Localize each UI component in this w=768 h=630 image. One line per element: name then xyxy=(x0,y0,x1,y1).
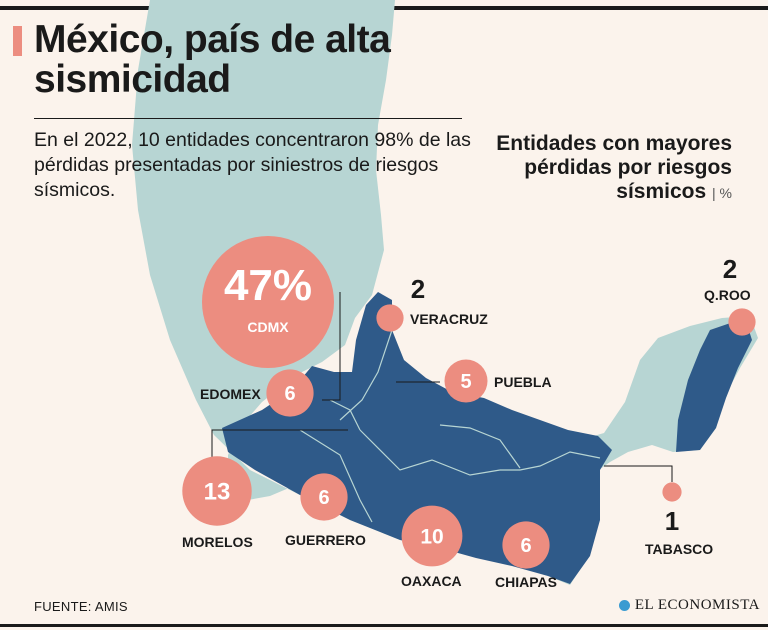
bubble-oaxaca xyxy=(401,505,463,567)
chart-title: Entidades con mayores pérdidas por riesg… xyxy=(472,132,732,205)
bottom-rule xyxy=(0,624,768,627)
bubble-veracruz xyxy=(376,304,404,332)
entity-label-morelos: MORELOS xyxy=(182,534,253,550)
entity-label-veracruz: VERACRUZ xyxy=(410,311,488,327)
bubble-tabasco xyxy=(662,482,682,502)
value-label-veracruz: 2 xyxy=(411,274,425,304)
value-label-qroo: 2 xyxy=(723,254,737,284)
brand-name: EL ECONOMISTA xyxy=(634,597,760,613)
subtitle: En el 2022, 10 entidades concentraron 98… xyxy=(34,129,471,201)
entity-label-guerrero: GUERRERO xyxy=(285,532,366,548)
entity-label-edomex: EDOMEX xyxy=(200,386,261,402)
bubble-edomex xyxy=(266,369,314,417)
entity-label-tabasco: TABASCO xyxy=(645,541,713,557)
state-borders xyxy=(299,329,601,523)
value-label-puebla: 5 xyxy=(460,371,471,393)
unit-label: | % xyxy=(712,185,732,201)
value-label-edomex: 6 xyxy=(284,383,295,405)
entity-label-chiapas: CHIAPAS xyxy=(495,574,557,590)
source-note: FUENTE: AMIS xyxy=(34,599,128,614)
brand-globe-icon xyxy=(618,600,630,611)
page-title: México, país de alta sismicidad xyxy=(34,18,391,101)
entity-label-oaxaca: OAXACA xyxy=(401,573,462,589)
bubble-chiapas xyxy=(502,521,550,569)
quintana-roo-state xyxy=(676,318,752,452)
value-label-morelos: 13 xyxy=(204,479,231,506)
value-label-cdmx: 47% xyxy=(224,261,312,310)
bubble-morelos xyxy=(182,456,252,526)
entity-label-qroo: Q.ROO xyxy=(704,287,751,303)
title-divider xyxy=(34,118,462,119)
bubble-qroo xyxy=(728,308,756,336)
chart-title-text: Entidades con mayores pérdidas por riesg… xyxy=(496,132,732,203)
value-label-chiapas: 6 xyxy=(520,535,531,557)
bubble-layer: 47% CDMX 13 MORELOS 10 OAXACA 6 EDOMEX 6 GUERRERO… xyxy=(182,236,756,590)
highlighted-states xyxy=(222,292,612,584)
value-label-oaxaca: 10 xyxy=(420,525,443,548)
value-label-tabasco: 1 xyxy=(665,506,679,536)
value-label-guerrero: 6 xyxy=(318,487,329,509)
entity-label-cdmx: CDMX xyxy=(247,319,289,335)
mexico-land xyxy=(132,0,758,585)
brand-logo: EL ECONOMISTA xyxy=(618,597,760,614)
entity-label-puebla: PUEBLA xyxy=(494,374,552,390)
bubble-cdmx xyxy=(202,236,334,368)
bubble-puebla xyxy=(444,359,488,403)
bubble-guerrero xyxy=(300,473,348,521)
title-accent-bar xyxy=(13,26,22,56)
